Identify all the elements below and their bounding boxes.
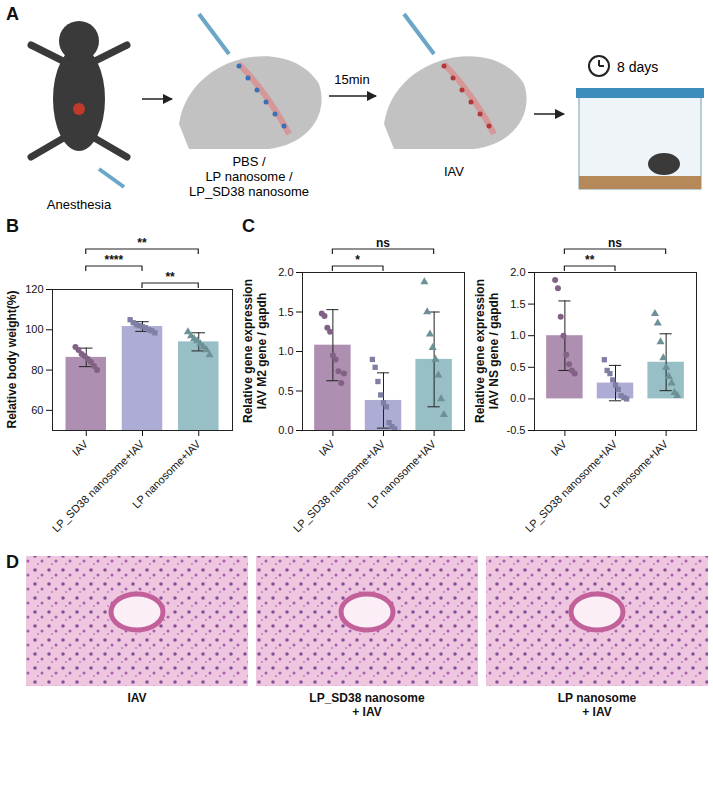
svg-text:**: ** [137,236,147,250]
svg-text:LP_SD38 nanosome+IAV: LP_SD38 nanosome+IAV [523,437,620,534]
svg-text:15min: 15min [334,72,369,87]
svg-text:LP_SD38 nanosome+IAV: LP_SD38 nanosome+IAV [291,437,388,534]
svg-text:1.0: 1.0 [510,329,525,341]
svg-text:ns: ns [376,236,390,250]
svg-text:0.5: 0.5 [510,361,525,373]
html-text:B: B [6,216,19,236]
svg-text:8 days: 8 days [617,59,658,75]
svg-text:0.5: 0.5 [278,385,293,397]
svg-text:PBS /LP nanosome /LP_SD38 nano: PBS /LP nanosome /LP_SD38 nanosome [189,154,309,199]
svg-text:LP nanosome+ IAV: LP nanosome+ IAV [558,691,637,719]
svg-text:2.0: 2.0 [510,266,525,278]
svg-text:-0.5: -0.5 [507,424,526,436]
svg-text:0.0: 0.0 [510,392,525,404]
svg-text:Relative gene expressionIAV M2: Relative gene expressionIAV M2 gene / ga… [241,279,269,423]
svg-text:LP nanosome+IAV: LP nanosome+IAV [597,437,670,510]
svg-text:1.0: 1.0 [278,345,293,357]
svg-text:1.5: 1.5 [510,298,525,310]
svg-text:ns: ns [608,236,622,250]
svg-text:Anesthesia: Anesthesia [47,197,112,212]
svg-text:IAV: IAV [548,437,569,458]
html-text:A: A [6,4,19,24]
svg-text:120: 120 [25,283,43,295]
svg-text:*: * [355,253,360,267]
svg-text:**: ** [585,253,595,267]
html-text:C: C [242,216,255,236]
svg-text:80: 80 [31,364,43,376]
svg-text:LP nanosome+IAV: LP nanosome+IAV [130,437,203,510]
html-text:D: D [6,552,19,572]
svg-text:60: 60 [31,404,43,416]
svg-text:0.0: 0.0 [278,424,293,436]
svg-text:IAV: IAV [70,437,91,458]
svg-text:2.0: 2.0 [278,266,293,278]
svg-text:LP_SD38 nanosome+ IAV: LP_SD38 nanosome+ IAV [309,691,425,719]
svg-text:**: ** [165,270,175,284]
svg-text:IAV: IAV [444,164,464,179]
svg-text:LP nanosome+IAV: LP nanosome+IAV [365,437,438,510]
svg-text:Relative gene expressionIAV NS: Relative gene expressionIAV NS gene / ga… [473,279,501,423]
svg-text:IAV: IAV [316,437,337,458]
svg-text:100: 100 [25,323,43,335]
svg-text:IAV: IAV [127,691,146,705]
svg-text:1.5: 1.5 [278,306,293,318]
svg-text:LP_SD38 nanosome+IAV: LP_SD38 nanosome+IAV [50,437,147,534]
svg-text:Relative body weight(%): Relative body weight(%) [5,290,19,428]
svg-text:****: **** [105,253,124,267]
